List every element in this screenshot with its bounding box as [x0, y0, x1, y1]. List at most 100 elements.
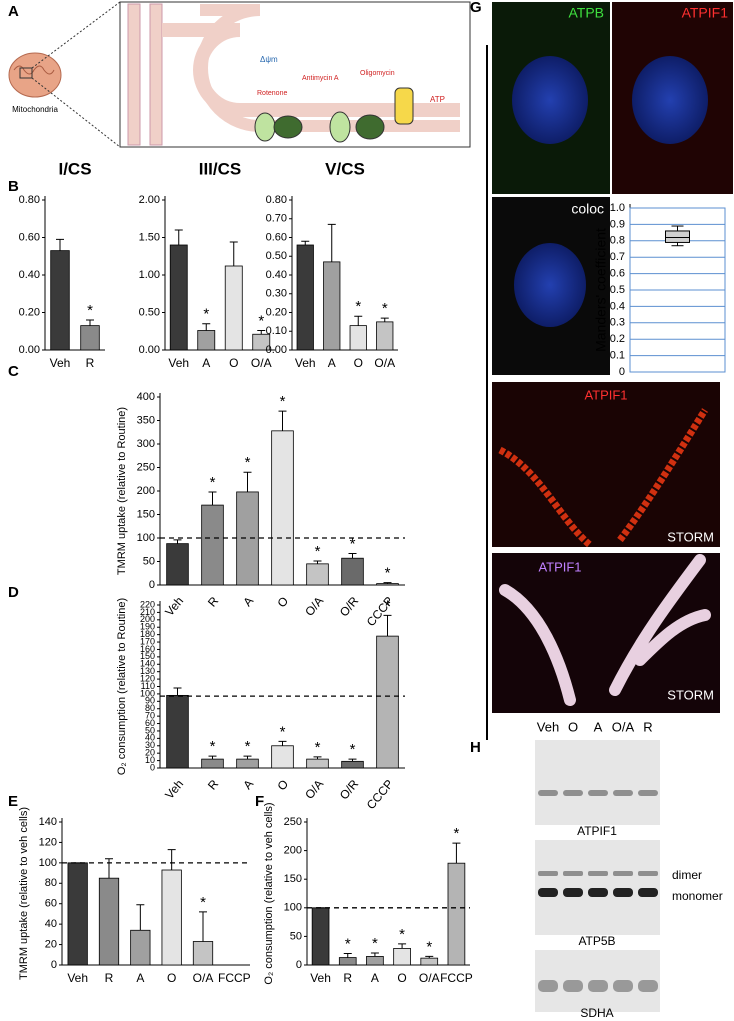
y-tick-label: 200 [137, 485, 155, 497]
bar [296, 244, 314, 351]
x-tick-label: FCCP [218, 971, 251, 985]
x-tick-label: O/R [337, 594, 362, 620]
x-tick-label: A [328, 356, 336, 370]
x-tick-label: O [274, 777, 291, 793]
error-bar [452, 842, 461, 864]
membrane [127, 3, 141, 146]
error-bar [208, 755, 217, 760]
bar [338, 957, 357, 966]
blots: ATPIF1 dimer monomer ATP5B SDHA [535, 740, 723, 1020]
error-bar [173, 539, 182, 544]
blot [535, 840, 660, 935]
x-tick-label: R [205, 777, 222, 793]
x-tick-label: O/A [251, 356, 272, 370]
error-bar [327, 223, 336, 262]
y-tick-label: 30 [145, 740, 155, 750]
band [638, 871, 658, 876]
significance: * [203, 306, 209, 323]
y-tick-label: 170 [140, 636, 155, 646]
lane-label: Veh [537, 719, 559, 734]
y-tick-label: 0.2 [610, 333, 625, 345]
bar [224, 265, 243, 351]
y-tick-label: 0.7 [610, 251, 625, 263]
error-bar [86, 319, 94, 326]
x-tick-label: FCCP [440, 971, 473, 985]
band [638, 980, 658, 992]
x-tick-label: R [205, 594, 222, 610]
y-tick-label: 0.6 [610, 268, 625, 280]
y-tick-label: 1.50 [139, 231, 160, 243]
band [613, 790, 633, 796]
y-tick-label: 220 [140, 599, 155, 609]
error-bar [173, 687, 182, 696]
error-bar [348, 553, 357, 559]
panel-letter: H [470, 739, 481, 756]
error-bar [257, 330, 266, 335]
error-bar [354, 315, 363, 326]
x-tick-label: O [354, 356, 363, 370]
significance: * [315, 739, 321, 756]
y-tick-label: 70 [145, 711, 155, 721]
error-bar [425, 955, 434, 959]
error-bar [243, 471, 252, 492]
y-tick-label: 50 [143, 555, 155, 567]
image-label: STORM [667, 529, 714, 544]
schematic: Mitochondria Δψm Rotenone Antimycin A Ol… [8, 1, 471, 148]
bar [80, 325, 100, 351]
bar [341, 557, 364, 586]
error-bar [278, 740, 287, 746]
y-tick-label: 110 [141, 681, 155, 691]
bar [323, 261, 341, 351]
y-tick-label: 40 [45, 918, 57, 930]
error-bar [208, 491, 217, 506]
image-label: ATPIF1 [584, 387, 627, 402]
y-tick-label: 0.4 [610, 300, 625, 312]
y-tick-label: 140 [140, 659, 155, 669]
blot [535, 740, 660, 825]
image-label: STORM [667, 687, 714, 702]
x-tick-label: CCCP [364, 594, 397, 629]
error-bar [136, 904, 145, 931]
y-tick-label: 60 [145, 718, 155, 728]
y-tick-label: 130 [140, 666, 155, 676]
y-tick-label: 0.00 [266, 344, 287, 356]
bar [130, 929, 151, 966]
y-tick-label: 80 [145, 703, 155, 713]
band [613, 980, 633, 992]
x-tick-label: R [343, 971, 352, 985]
bar [201, 504, 224, 586]
surface [499, 554, 711, 706]
y-tick-label: 200 [140, 614, 155, 624]
error-bar [56, 238, 64, 251]
y-tick-label: 0.40 [19, 269, 40, 281]
y-tick-label: 50 [290, 930, 302, 942]
blot-label: dimer [672, 868, 702, 882]
error-bar [105, 858, 113, 879]
bar [98, 877, 120, 966]
error-bar [398, 943, 407, 949]
y-tick-label: 180 [140, 629, 155, 639]
y-tick-label: 0 [149, 579, 155, 591]
band [538, 790, 558, 796]
bar [311, 907, 330, 966]
complex [355, 114, 385, 140]
y-tick-label: 0.1 [610, 350, 625, 362]
band [588, 888, 608, 897]
membrane [149, 3, 163, 146]
y-tick-label: 150 [284, 873, 302, 885]
nucleus [512, 56, 588, 144]
panel-letter: G [470, 0, 482, 16]
y-tick-label: 100 [284, 902, 302, 914]
y-tick-label: 160 [140, 644, 155, 654]
x-tick-label: Veh [67, 971, 88, 985]
image-label: ATPB [568, 5, 604, 21]
nucleus [632, 56, 708, 144]
blot-label: ATP5B [578, 934, 615, 948]
lane-label: O [568, 719, 578, 734]
y-tick-label: 0 [150, 762, 155, 772]
y-tick-label: 0.30 [266, 288, 287, 300]
error-bar [202, 323, 211, 331]
error-bar [301, 240, 310, 245]
y-tick-label: 120 [140, 673, 155, 683]
bar [447, 862, 466, 966]
